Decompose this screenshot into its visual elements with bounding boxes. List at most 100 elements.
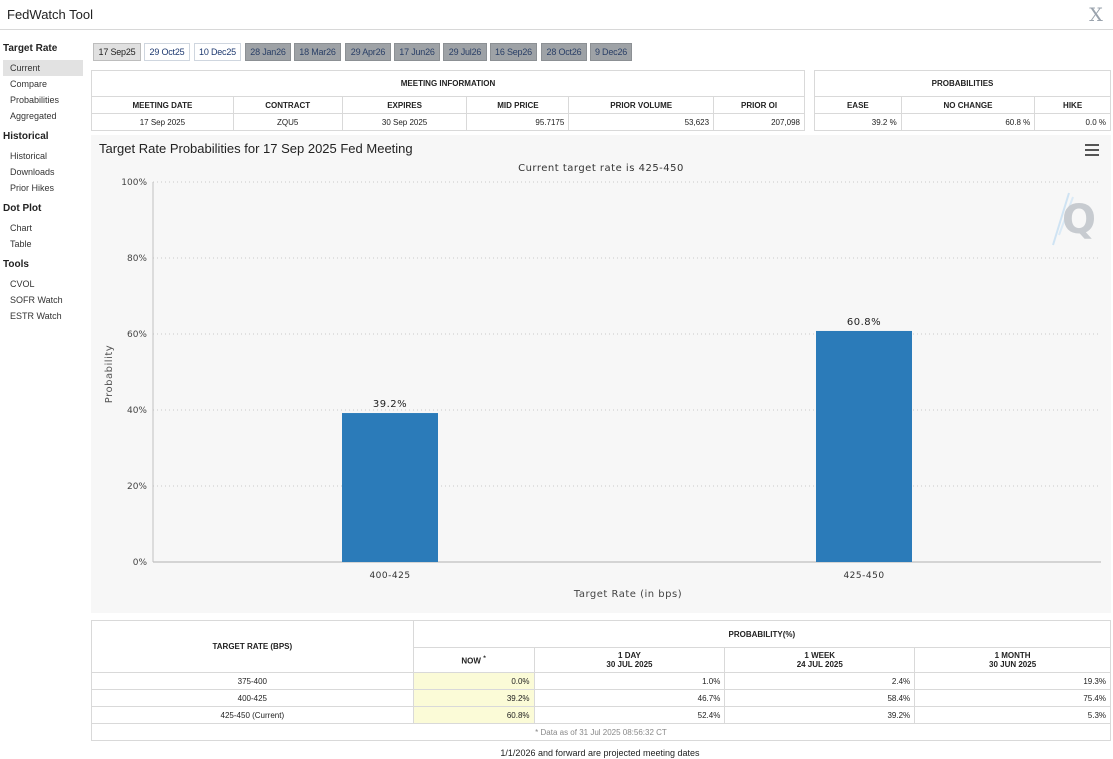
header-prior-oi: PRIOR OI <box>713 96 805 114</box>
sidebar-item-downloads[interactable]: Downloads <box>10 167 55 177</box>
bar-data-label: 60.8% <box>847 317 881 328</box>
header-contract: CONTRACT <box>232 96 343 114</box>
rate-cell: 425-450 (Current) <box>91 706 414 724</box>
bar[interactable] <box>342 413 438 562</box>
sidebar-section-historical: Historical Historical Downloads Prior Hi… <box>0 130 86 196</box>
watermark-logo: Q <box>1052 192 1096 246</box>
x-tick-label: 425-450 <box>843 571 884 581</box>
ease-value: 39.2 % <box>814 113 902 131</box>
hamburger-menu-icon[interactable] <box>1085 144 1099 156</box>
y-tick-label: 20% <box>127 482 147 492</box>
sidebar-item-estr-watch[interactable]: ESTR Watch <box>10 311 62 321</box>
y-axis-ticks: 0% 20% 40% 60% 80% 100% <box>121 178 147 568</box>
chart-panel: Target Rate Probabilities for 17 Sep 202… <box>91 135 1111 613</box>
tab-29-apr26[interactable]: 29 Apr26 <box>345 43 391 61</box>
period-date: 24 JUL 2025 <box>796 660 843 669</box>
table-row: 400-425 39.2% 46.7% 58.4% 75.4% <box>91 689 1111 707</box>
sidebar-section-title: Tools <box>3 259 29 270</box>
sidebar-item-aggregated[interactable]: Aggregated <box>10 111 57 121</box>
month-cell: 19.3% <box>914 672 1111 690</box>
prior-oi-value: 207,098 <box>713 113 805 131</box>
tab-17-jun26[interactable]: 17 Jun26 <box>394 43 440 61</box>
bars <box>342 330 912 562</box>
x-tick-label: 400-425 <box>369 571 410 581</box>
y-tick-label: 60% <box>127 330 147 340</box>
chart-subtitle: Current target rate is 425-450 <box>518 163 684 174</box>
tab-29-jul26[interactable]: 29 Jul26 <box>443 43 487 61</box>
grid-lines <box>152 181 1101 563</box>
period-label: 1 DAY <box>618 651 641 660</box>
period-label: 1 WEEK <box>804 651 836 660</box>
sidebar-section-title: Dot Plot <box>3 203 42 214</box>
week-cell: 2.4% <box>724 672 916 690</box>
week-cell: 39.2% <box>724 706 916 724</box>
expires-value: 30 Sep 2025 <box>341 113 468 131</box>
period-label: 1 MONTH <box>994 651 1031 660</box>
x-axis-title: Target Rate (in bps) <box>573 589 682 600</box>
probabilities-table: PROBABILITIES EASE NO CHANGE HIKE 39.2 %… <box>814 70 1111 131</box>
header-probability: PROBABILITY(%) <box>412 620 1112 648</box>
tab-18-mar26[interactable]: 18 Mar26 <box>294 43 341 61</box>
x-axis-ticks: 400-425 425-450 <box>369 571 884 581</box>
tab-29-oct25[interactable]: 29 Oct25 <box>144 43 190 61</box>
projected-dates-note: 1/1/2026 and forward are projected meeti… <box>500 748 700 758</box>
header-no-change: NO CHANGE <box>900 96 1036 114</box>
sidebar-item-sofr-watch[interactable]: SOFR Watch <box>10 295 63 305</box>
y-tick-label: 0% <box>133 558 148 568</box>
y-axis-title: Probability <box>104 345 115 403</box>
title-bar: FedWatch Tool X <box>0 0 1113 30</box>
tab-28-jan26[interactable]: 28 Jan26 <box>245 43 291 61</box>
sidebar-section-target-rate: Target Rate Current Compare Probabilitie… <box>0 42 86 124</box>
tab-10-dec25[interactable]: 10 Dec25 <box>194 43 241 61</box>
meeting-date-value: 17 Sep 2025 <box>91 113 234 131</box>
tab-16-sep26[interactable]: 16 Sep26 <box>490 43 537 61</box>
week-cell: 58.4% <box>724 689 916 707</box>
now-marker: * <box>483 654 486 662</box>
tab-28-oct26[interactable]: 28 Oct26 <box>541 43 587 61</box>
rate-cell: 375-400 <box>91 672 414 690</box>
meeting-info-table: MEETING INFORMATION MEETING DATE CONTRAC… <box>91 70 805 131</box>
target-rate-chart: Current target rate is 425-450 Q 0% 20% 40… <box>104 163 1101 600</box>
y-tick-label: 100% <box>121 178 147 188</box>
mid-price-value: 95.7175 <box>466 113 570 131</box>
app-title: FedWatch Tool <box>7 7 93 22</box>
header-hike: HIKE <box>1034 96 1111 114</box>
probability-history-table: TARGET RATE (BPS) PROBABILITY(%) NOW * 1… <box>91 620 1112 741</box>
meeting-info-title: MEETING INFORMATION <box>91 70 805 97</box>
sidebar-section-tools: Tools CVOL SOFR Watch ESTR Watch <box>0 258 86 324</box>
data-timestamp-footnote: * Data as of 31 Jul 2025 08:56:32 CT <box>91 723 1111 741</box>
sidebar-item-prior-hikes[interactable]: Prior Hikes <box>10 183 55 193</box>
sidebar-item-table[interactable]: Table <box>10 239 32 249</box>
header-target-rate: TARGET RATE (BPS) <box>91 620 414 673</box>
prior-volume-value: 53,623 <box>568 113 715 131</box>
tab-17-sep25[interactable]: 17 Sep25 <box>93 43 141 61</box>
header-1-month: 1 MONTH 30 JUN 2025 <box>914 647 1111 673</box>
now-label: NOW <box>461 656 481 666</box>
close-icon[interactable]: X <box>1089 4 1103 26</box>
header-1-week: 1 WEEK 24 JUL 2025 <box>724 647 916 673</box>
sidebar-item-historical[interactable]: Historical <box>10 151 48 161</box>
table-row: 375-400 0.0% 1.0% 2.4% 19.3% <box>91 672 1111 690</box>
day-cell: 46.7% <box>533 689 726 707</box>
month-cell: 5.3% <box>914 706 1111 724</box>
hike-value: 0.0 % <box>1034 113 1111 131</box>
sidebar-item-cvol[interactable]: CVOL <box>10 279 35 289</box>
now-cell: 60.8% <box>412 706 535 724</box>
sidebar: Target Rate Current Compare Probabilitie… <box>0 42 86 330</box>
day-cell: 1.0% <box>533 672 726 690</box>
tab-9-dec26[interactable]: 9 Dec26 <box>590 43 632 61</box>
sidebar-item-probabilities[interactable]: Probabilities <box>10 95 60 105</box>
data-labels: 39.2% 60.8% <box>373 317 881 410</box>
header-1-day: 1 DAY 30 JUL 2025 <box>533 647 726 673</box>
period-date: 30 JUN 2025 <box>989 660 1037 669</box>
sidebar-item-compare[interactable]: Compare <box>10 79 48 89</box>
sidebar-item-chart[interactable]: Chart <box>10 223 33 233</box>
month-cell: 75.4% <box>914 689 1111 707</box>
day-cell: 52.4% <box>533 706 726 724</box>
no-change-value: 60.8 % <box>900 113 1036 131</box>
table-row: 425-450 (Current) 60.8% 52.4% 39.2% 5.3% <box>91 706 1111 724</box>
sidebar-section-dot-plot: Dot Plot Chart Table <box>0 202 86 252</box>
header-now: NOW * <box>412 647 535 673</box>
sidebar-item-current[interactable]: Current <box>3 60 83 76</box>
bar[interactable] <box>816 330 912 562</box>
